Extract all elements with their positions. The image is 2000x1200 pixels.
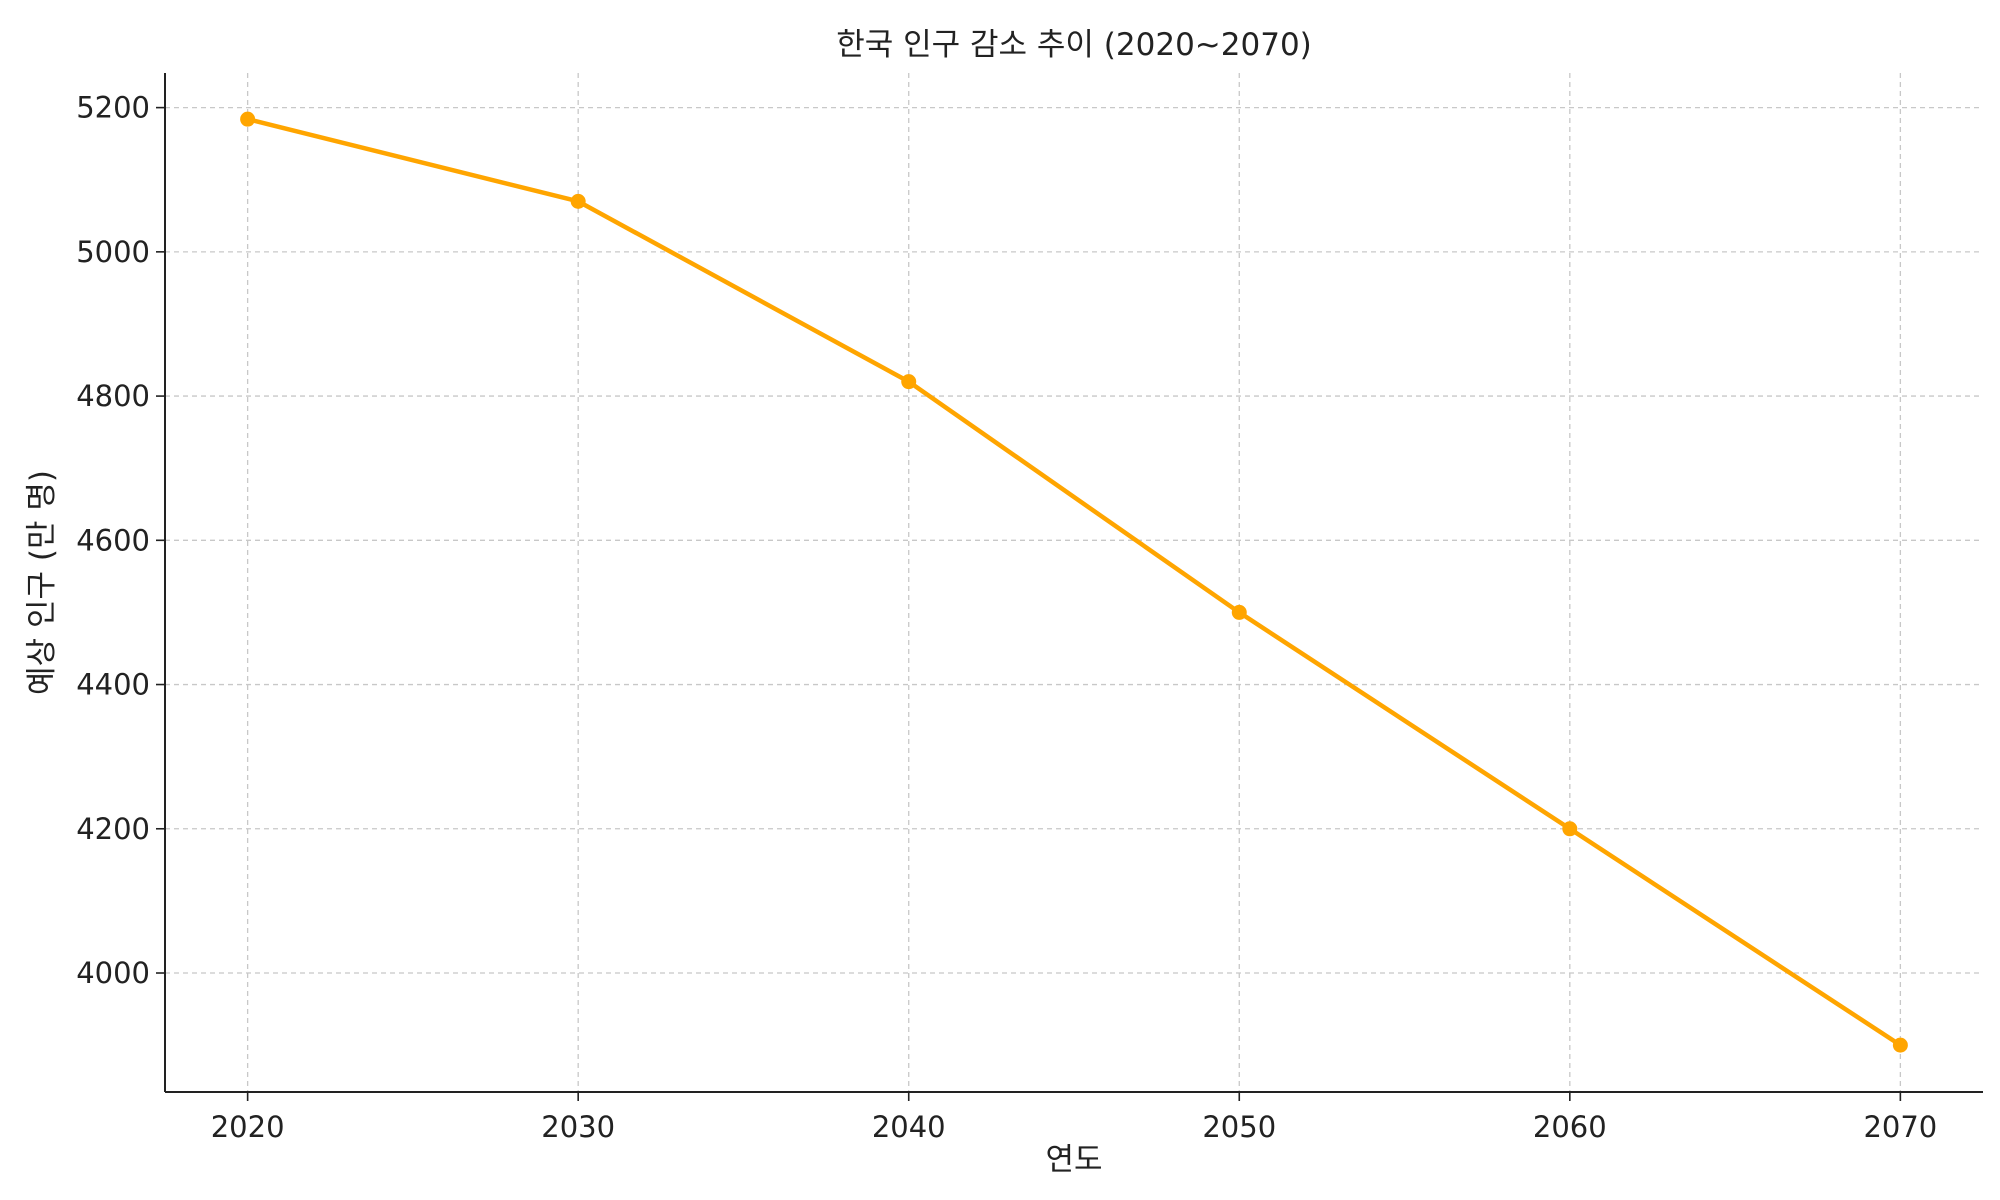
- y-tick-label: 4000: [76, 956, 150, 990]
- grid-lines: [165, 73, 1983, 1092]
- y-tick-label: 5200: [76, 91, 150, 125]
- y-tick-label: 4600: [76, 523, 150, 557]
- data-point: [1231, 604, 1247, 620]
- axis-ticks: 2020 2030 2040 2050 2060 2070 4000 4200 4400 4600…: [76, 91, 1937, 1144]
- chart-title: 한국 인구 감소 추이 (2020~2070): [836, 27, 1312, 63]
- x-tick-label: 2060: [1533, 1110, 1607, 1144]
- data-point: [901, 374, 917, 390]
- y-tick-label: 4400: [76, 668, 150, 702]
- series-line: [245, 116, 1903, 1048]
- data-point: [1892, 1037, 1908, 1053]
- series-lines: [245, 116, 1903, 1048]
- data-point: [240, 111, 256, 127]
- y-tick-label: 5000: [76, 235, 150, 269]
- axes: [164, 73, 1983, 1093]
- x-tick-label: 2030: [541, 1110, 615, 1144]
- x-tick-label: 2070: [1863, 1110, 1937, 1144]
- x-tick-label: 2040: [872, 1110, 946, 1144]
- data-point: [1562, 821, 1578, 837]
- y-tick-label: 4800: [76, 379, 150, 413]
- y-tick-label: 4200: [76, 812, 150, 846]
- data-point: [570, 193, 586, 209]
- data-points: [240, 111, 1908, 1053]
- x-tick-label: 2020: [211, 1110, 285, 1144]
- x-tick-label: 2050: [1202, 1110, 1276, 1144]
- x-axis-title: 연도: [1045, 1142, 1102, 1178]
- y-axis-title: 예상 인구 (만 명): [24, 470, 60, 695]
